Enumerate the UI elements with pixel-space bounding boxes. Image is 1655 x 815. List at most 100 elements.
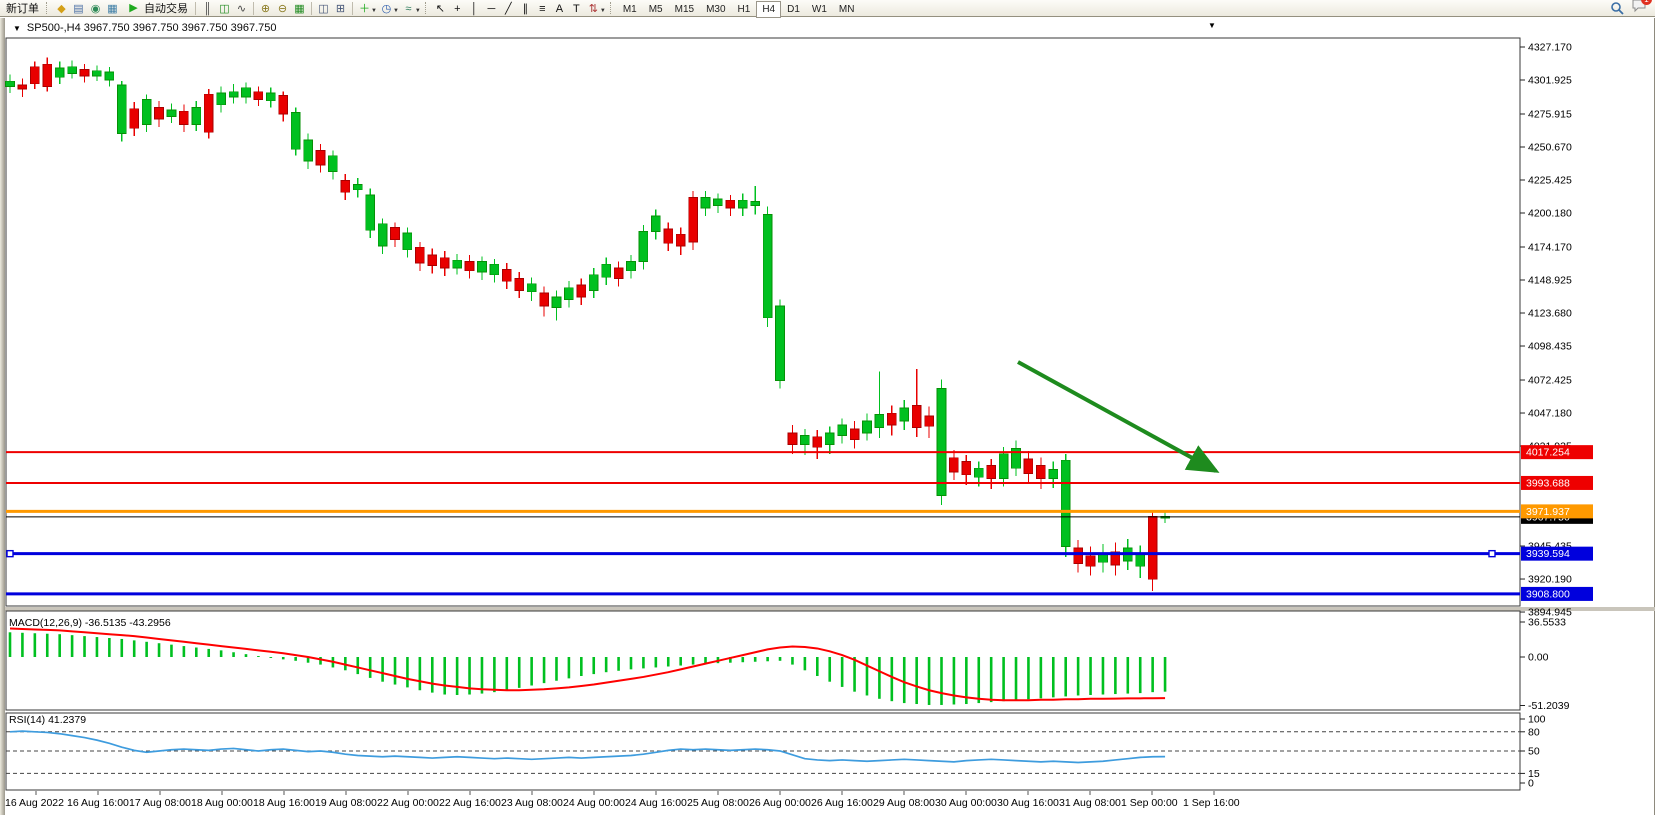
toolbar-group-zoom: ⊕ ⊖ ▦: [257, 0, 308, 17]
fibonacci-icon[interactable]: ≡: [539, 3, 546, 15]
level-price-tag: 3993.688: [1521, 475, 1593, 490]
navigator-icon[interactable]: ◉: [90, 3, 101, 15]
level-price-tag: 4017.254: [1521, 445, 1593, 460]
price-tags-layer: 4017.2543993.6883967.7503971.9373939.594…: [1521, 445, 1593, 601]
timeframe-button-m1[interactable]: M1: [622, 3, 637, 15]
svg-text:1 Sep 16:00: 1 Sep 16:00: [1183, 797, 1240, 809]
crosshair-icon[interactable]: +: [454, 3, 461, 15]
svg-text:4250.670: 4250.670: [1528, 142, 1572, 154]
toolbar-separator: [195, 1, 196, 15]
svg-text:4275.915: 4275.915: [1528, 109, 1572, 121]
market-watch-icon[interactable]: ◆: [57, 3, 66, 15]
svg-text:1 Sep 00:00: 1 Sep 00:00: [1121, 797, 1178, 809]
timeframe-button-m30[interactable]: M30: [706, 3, 726, 15]
svg-text:3993.688: 3993.688: [1526, 477, 1570, 489]
arrows-icon[interactable]: ⇅: [588, 3, 598, 15]
add-indicator-icon[interactable]: ＋: [359, 3, 370, 15]
new-order-button[interactable]: 新订单: [2, 1, 43, 16]
dropdown-caret-icon[interactable]: ▼: [414, 8, 421, 14]
toolbar-group-windows: ◫ ⊞: [315, 0, 349, 17]
svg-text:4047.180: 4047.180: [1528, 408, 1572, 420]
trend-arrow[interactable]: [1017, 360, 1220, 473]
dropdown-caret-icon[interactable]: ▼: [371, 8, 377, 14]
svg-text:29 Aug 08:00: 29 Aug 08:00: [873, 797, 935, 809]
svg-text:4225.425: 4225.425: [1528, 175, 1572, 187]
svg-text:26 Aug 00:00: 26 Aug 00:00: [749, 797, 811, 809]
zoom-out-icon[interactable]: ⊖: [277, 3, 288, 15]
svg-text:22 Aug 16:00: 22 Aug 16:00: [439, 797, 501, 809]
chart-shift-marker[interactable]: ▼: [1208, 21, 1216, 30]
svg-text:-51.2039: -51.2039: [1528, 700, 1570, 712]
toolbar-group-chart-types: ║ ◫ ∿: [199, 0, 250, 17]
macd-label: MACD(12,26,9) -36.5135 -43.2956: [9, 617, 171, 629]
auto-trading-label: 自动交易: [144, 3, 188, 15]
timeframe-button-h4[interactable]: H4: [756, 0, 782, 18]
dropdown-caret-icon[interactable]: ▼: [392, 8, 399, 14]
equidistant-channel-icon[interactable]: ∥: [522, 3, 529, 15]
level-price-tag: 3939.594: [1521, 546, 1593, 561]
svg-text:100: 100: [1528, 714, 1546, 726]
data-window-icon[interactable]: ▤: [73, 3, 84, 15]
text-label-icon[interactable]: T: [572, 3, 580, 15]
timeframe-button-m15[interactable]: M15: [674, 3, 695, 15]
svg-text:19 Aug 08:00: 19 Aug 08:00: [315, 797, 377, 809]
macd-pane[interactable]: MACD(12,26,9) -36.5135 -43.2956 36.5533 0.…: [8, 617, 1570, 713]
timeframe-button-mn[interactable]: MN: [838, 3, 855, 15]
svg-text:24 Aug 00:00: 24 Aug 00:00: [563, 797, 625, 809]
symbol-dropdown-icon[interactable]: ▼: [13, 23, 21, 33]
macd-signal-line: [9, 627, 1166, 702]
toolbar-group-insert: ＋▼ ◷ ▼ ≈ ▼: [356, 0, 422, 17]
horizontal-line-icon[interactable]: ─: [487, 3, 496, 15]
svg-text:4174.170: 4174.170: [1528, 242, 1572, 254]
svg-text:4017.254: 4017.254: [1526, 447, 1570, 459]
cursor-icon[interactable]: ↖: [435, 3, 445, 15]
svg-text:0: 0: [1528, 778, 1534, 790]
templates-icon[interactable]: ≈: [405, 3, 412, 15]
trendline-icon[interactable]: ╱: [505, 3, 512, 15]
line-handle[interactable]: [1488, 549, 1496, 558]
zoom-in-icon[interactable]: ⊕: [260, 3, 271, 15]
chat-icon[interactable]: 1: [1631, 0, 1652, 18]
svg-text:22 Aug 00:00: 22 Aug 00:00: [377, 797, 439, 809]
toolbar: 新订单 ◆ ▤ ◉ ▦ ▶ 自动交易 ║ ◫ ∿ ⊕ ⊖ ▦ ◫ ⊞ ＋▼ ◷ ▼ ≈ ▼ ↖ + │ ─ ╱ ∥…: [0, 0, 1655, 18]
svg-text:4072.425: 4072.425: [1528, 375, 1572, 387]
window-left-edge: [0, 18, 5, 815]
svg-text:30 Aug 00:00: 30 Aug 00:00: [935, 797, 997, 809]
terminal-icon[interactable]: ▦: [107, 3, 118, 15]
timeframe-button-h1[interactable]: H1: [737, 3, 751, 15]
svg-text:3920.190: 3920.190: [1528, 574, 1572, 586]
auto-trading-button[interactable]: ▶ 自动交易: [121, 1, 192, 16]
chat-badge: 1: [1641, 0, 1652, 5]
candlestick-chart-icon[interactable]: ◫: [219, 3, 230, 15]
bar-chart-icon[interactable]: ║: [203, 3, 212, 15]
search-icon[interactable]: [1610, 1, 1625, 16]
svg-text:31 Aug 08:00: 31 Aug 08:00: [1059, 797, 1121, 809]
toolbar-separator: [311, 1, 312, 15]
cascade-windows-icon[interactable]: ⊞: [335, 3, 346, 15]
svg-text:4098.435: 4098.435: [1528, 341, 1572, 353]
svg-text:80: 80: [1528, 726, 1540, 738]
level-price-tag: 3971.937: [1521, 504, 1593, 519]
svg-text:4123.680: 4123.680: [1528, 308, 1572, 320]
svg-text:23 Aug 08:00: 23 Aug 08:00: [501, 797, 563, 809]
tile-windows-icon[interactable]: ▦: [294, 3, 305, 15]
timeframe-button-m5[interactable]: M5: [648, 3, 663, 15]
line-chart-icon[interactable]: ∿: [236, 3, 247, 15]
timeframe-button-d1[interactable]: D1: [787, 3, 800, 15]
toolbar-separator: [352, 1, 353, 15]
vertical-line-icon[interactable]: │: [470, 3, 478, 15]
chart-title: SP500-,H4 3967.750 3967.750 3967.750 396…: [26, 22, 277, 34]
text-icon[interactable]: A: [555, 3, 564, 15]
svg-text:18 Aug 00:00: 18 Aug 00:00: [191, 797, 253, 809]
rsi-label: RSI(14) 41.2379: [9, 714, 86, 726]
line-handle[interactable]: [6, 549, 14, 558]
dropdown-caret-icon[interactable]: ▼: [599, 8, 606, 14]
arrange-windows-icon[interactable]: ◫: [318, 3, 329, 15]
time-axis[interactable]: 16 Aug 2022 16 Aug 16:00 17 Aug 08:00 18 Au…: [5, 791, 1240, 809]
period-icon[interactable]: ◷: [381, 3, 392, 15]
timeframe-button-w1[interactable]: W1: [811, 3, 827, 15]
svg-text:0.00: 0.00: [1528, 652, 1549, 664]
price-axis[interactable]: 4327.170 4301.925 4275.915 4250.670 4225.425…: [1520, 42, 1572, 619]
